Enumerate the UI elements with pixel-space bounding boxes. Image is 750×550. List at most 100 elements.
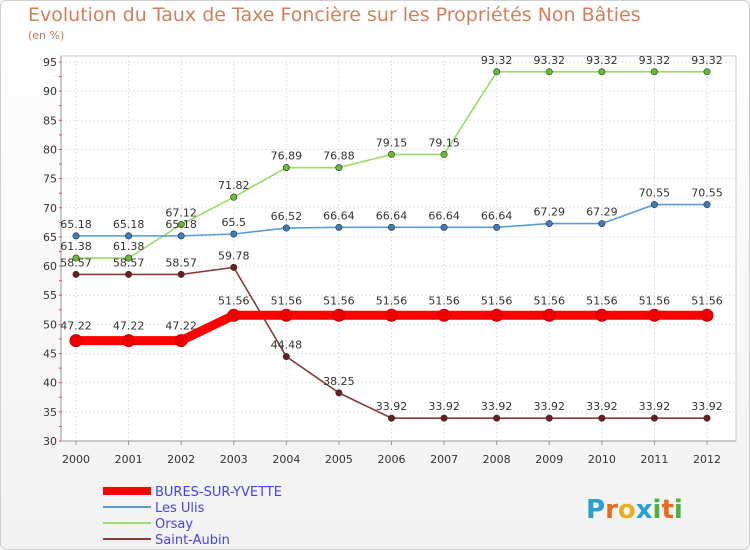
x-tick-label: 2006 [378, 453, 406, 466]
chart-title: Evolution du Taux de Taxe Foncière sur l… [28, 4, 641, 26]
legend-entry: BURES-SUR-YVETTE [155, 485, 282, 500]
data-point-orsay [72, 254, 80, 262]
data-label-saint-aubin: 58.57 [60, 256, 92, 269]
y-tick-label: 35 [43, 406, 57, 419]
data-label-orsay: 93.32 [639, 54, 671, 67]
data-point-saint-aubin [125, 270, 133, 278]
data-point-orsay [387, 150, 395, 158]
y-tick-label: 75 [43, 173, 57, 186]
data-label-orsay: 76.89 [271, 150, 303, 163]
data-point-bures-sur-yvette [490, 308, 504, 322]
x-tick-label: 2012 [693, 453, 721, 466]
data-point-les ulis [335, 223, 343, 231]
logo-letter: i [653, 495, 662, 525]
data-label-bures-sur-yvette: 51.56 [428, 294, 460, 307]
data-label-bures-sur-yvette: 47.22 [60, 320, 92, 333]
y-tick-label: 70 [43, 202, 57, 215]
data-label-les ulis: 65.18 [60, 218, 92, 231]
data-point-les ulis [282, 224, 290, 232]
x-tick-label: 2011 [640, 453, 668, 466]
data-point-bures-sur-yvette [700, 308, 714, 322]
data-label-les ulis: 67.29 [586, 206, 618, 219]
data-point-bures-sur-yvette [69, 334, 83, 348]
x-tick-label: 2003 [220, 453, 248, 466]
data-point-les ulis [72, 232, 80, 240]
data-label-orsay: 93.32 [481, 54, 513, 67]
data-point-les ulis [650, 201, 658, 209]
data-label-saint-aubin: 58.57 [165, 256, 197, 269]
data-label-bures-sur-yvette: 51.56 [481, 294, 513, 307]
data-point-orsay [545, 68, 553, 76]
data-label-saint-aubin: 38.25 [323, 375, 355, 388]
x-tick-label: 2000 [62, 453, 90, 466]
data-label-les ulis: 67.29 [534, 206, 566, 219]
data-label-les ulis: 70.55 [639, 187, 671, 200]
data-point-les ulis [230, 230, 238, 238]
data-label-orsay: 76.88 [323, 150, 355, 163]
data-point-les ulis [177, 232, 185, 240]
data-point-orsay [598, 68, 606, 76]
data-point-orsay [493, 68, 501, 76]
x-tick-label: 2010 [588, 453, 616, 466]
data-point-saint-aubin [177, 270, 185, 278]
data-point-bures-sur-yvette [595, 308, 609, 322]
y-tick-label: 30 [43, 435, 57, 448]
data-point-saint-aubin [282, 353, 290, 361]
data-label-les ulis: 66.52 [271, 210, 303, 223]
data-point-bures-sur-yvette [332, 308, 346, 322]
data-point-bures-sur-yvette [542, 308, 556, 322]
data-label-saint-aubin: 59.78 [218, 249, 250, 262]
data-label-saint-aubin: 33.92 [376, 400, 408, 413]
data-point-orsay [703, 68, 711, 76]
data-label-orsay: 71.82 [218, 179, 250, 192]
data-point-bures-sur-yvette [385, 308, 398, 322]
data-label-bures-sur-yvette: 51.56 [639, 294, 671, 307]
data-point-les ulis [387, 223, 395, 231]
data-point-orsay [282, 164, 290, 172]
y-tick-label: 90 [43, 85, 57, 98]
data-label-bures-sur-yvette: 47.22 [113, 320, 145, 333]
data-label-les ulis: 65.5 [222, 216, 247, 229]
y-tick-label: 65 [43, 231, 57, 244]
x-tick-label: 2007 [430, 453, 458, 466]
unit-label: (en %) [28, 29, 65, 42]
data-point-les ulis [545, 220, 553, 228]
data-point-saint-aubin [387, 414, 395, 422]
data-label-saint-aubin: 33.92 [586, 400, 618, 413]
x-tick-label: 2004 [272, 453, 300, 466]
x-tick-label: 2005 [325, 453, 353, 466]
data-point-saint-aubin [598, 414, 606, 422]
y-tick-label: 80 [43, 143, 57, 156]
data-point-saint-aubin [335, 389, 343, 397]
data-label-les ulis: 65.18 [113, 218, 145, 231]
data-point-les ulis [598, 220, 606, 228]
x-tick-label: 2001 [115, 453, 143, 466]
y-tick-label: 40 [43, 377, 57, 390]
data-point-saint-aubin [493, 414, 501, 422]
data-point-saint-aubin [230, 263, 238, 271]
data-point-orsay [335, 164, 343, 172]
data-label-saint-aubin: 33.92 [639, 400, 671, 413]
data-point-orsay [177, 221, 185, 229]
data-point-saint-aubin [440, 414, 448, 422]
data-label-orsay: 61.38 [60, 240, 92, 253]
data-label-saint-aubin: 33.92 [534, 400, 566, 413]
data-label-bures-sur-yvette: 51.56 [218, 294, 250, 307]
data-point-bures-sur-yvette [174, 334, 188, 348]
data-label-bures-sur-yvette: 51.56 [534, 294, 566, 307]
y-tick-label: 60 [43, 260, 57, 273]
data-point-saint-aubin [545, 414, 553, 422]
data-label-bures-sur-yvette: 47.22 [165, 320, 197, 333]
data-point-saint-aubin [703, 414, 711, 422]
y-tick-label: 85 [43, 114, 57, 127]
data-label-les ulis: 65.18 [165, 218, 197, 231]
data-point-orsay [440, 150, 448, 158]
logo-letter: i [674, 495, 683, 525]
data-point-saint-aubin [650, 414, 658, 422]
data-label-orsay: 93.32 [586, 54, 618, 67]
data-label-saint-aubin: 44.48 [271, 339, 303, 352]
data-label-les ulis: 66.64 [428, 209, 460, 222]
data-label-orsay: 93.32 [691, 54, 723, 67]
